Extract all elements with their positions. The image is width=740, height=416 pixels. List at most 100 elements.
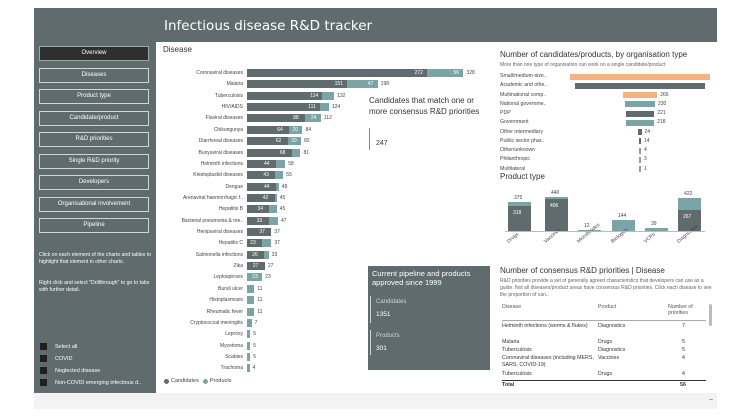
disease-bar-candidates[interactable] xyxy=(247,182,277,191)
org-type-label[interactable]: PDP xyxy=(500,110,511,116)
disease-bar-candidates[interactable] xyxy=(247,250,265,259)
filter-neglected-disease[interactable]: Neglected disease xyxy=(40,366,100,375)
org-type-label[interactable]: Other intermediary xyxy=(500,128,543,135)
nav-overview-button[interactable]: Overview xyxy=(39,46,149,61)
disease-bar-candidates[interactable] xyxy=(247,216,269,225)
table-cell-count[interactable]: 5 xyxy=(682,339,685,345)
disease-bar-products[interactable] xyxy=(346,80,378,89)
disease-bar-candidates[interactable] xyxy=(247,114,306,123)
product-type-bar-candidates[interactable] xyxy=(508,206,531,231)
legend-products[interactable]: Products xyxy=(209,378,232,384)
filter-checkbox[interactable] xyxy=(40,343,47,350)
org-type-label[interactable]: Multilateral xyxy=(500,165,526,172)
org-type-label[interactable]: Other/unknown xyxy=(500,147,536,153)
disease-label[interactable]: Cryptococcal meningitis xyxy=(190,319,243,326)
disease-bar-products[interactable] xyxy=(276,182,279,191)
disease-bar-candidates[interactable] xyxy=(247,159,277,168)
table-cell-product[interactable]: Vaccines xyxy=(598,355,620,361)
product-type-bar-products[interactable] xyxy=(508,201,531,207)
nav-developers-button[interactable]: Developers xyxy=(39,175,149,190)
table-cell-product[interactable]: Drugs xyxy=(598,339,613,345)
table-cell-disease[interactable]: Tuberculosis xyxy=(502,371,532,377)
disease-label[interactable]: HIV/AIDS xyxy=(221,104,243,111)
table-cell-count[interactable]: 5 xyxy=(682,347,685,353)
disease-bar-products[interactable] xyxy=(247,284,255,293)
disease-bar-candidates[interactable] xyxy=(247,239,263,248)
disease-bar-candidates[interactable] xyxy=(247,91,323,100)
disease-bar-products[interactable] xyxy=(289,125,303,134)
disease-bar-candidates[interactable] xyxy=(247,137,288,146)
disease-label[interactable]: Scabies xyxy=(225,354,243,360)
disease-bar-candidates[interactable] xyxy=(247,193,275,202)
org-type-bar[interactable] xyxy=(625,101,655,108)
disease-bar-products[interactable] xyxy=(291,148,301,157)
nav-candidate-product-button[interactable]: Candidate/product xyxy=(39,110,149,126)
org-type-bar[interactable] xyxy=(639,147,641,154)
disease-label[interactable]: Kinetoplastid diseases xyxy=(193,172,243,179)
table-header-count[interactable]: Number of priorities xyxy=(668,304,693,316)
table-scrollbar[interactable] xyxy=(709,304,712,326)
disease-label[interactable]: Leprosy xyxy=(225,331,243,338)
org-type-bar[interactable] xyxy=(622,92,658,98)
disease-bar-candidates[interactable] xyxy=(247,125,290,134)
disease-label[interactable]: Diarrhoeal diseases xyxy=(198,138,243,145)
disease-bar-products[interactable] xyxy=(247,296,255,305)
nav-diseases-button[interactable]: Diseases xyxy=(39,67,149,83)
nav-single-r-d-priority-button[interactable]: Single R&D priority xyxy=(39,153,149,169)
product-type-bar-candidates[interactable] xyxy=(545,199,568,231)
filter-checkbox[interactable] xyxy=(40,379,47,386)
filter-non-covid-emerging-infectious-d[interactable]: Non-COVID emerging infectious d.. xyxy=(40,378,141,387)
disease-label[interactable]: Flaviral diseases xyxy=(205,115,243,122)
disease-bar-products[interactable] xyxy=(276,159,286,168)
disease-label[interactable]: Hepatitis B xyxy=(218,206,243,213)
disease-bar-products[interactable] xyxy=(426,69,464,77)
disease-label[interactable]: Histoplasmosis xyxy=(209,297,243,304)
disease-label[interactable]: Dengue xyxy=(225,183,243,190)
disease-label[interactable]: Leptospirosis xyxy=(213,274,243,281)
org-type-label[interactable]: Government xyxy=(500,119,529,126)
org-type-bar[interactable] xyxy=(638,129,642,135)
filter-checkbox[interactable] xyxy=(40,355,47,362)
disease-label[interactable]: Salmonella infections xyxy=(195,251,243,258)
disease-bar-products[interactable] xyxy=(247,307,255,316)
org-type-label[interactable]: Multinational comp.. xyxy=(500,91,547,98)
disease-label[interactable]: Zika xyxy=(233,263,243,270)
product-type-bar-products[interactable] xyxy=(545,196,568,200)
org-type-label[interactable]: Small/medium-size.. xyxy=(500,73,547,79)
disease-bar-products[interactable] xyxy=(305,114,321,123)
org-type-bar[interactable] xyxy=(570,73,710,80)
org-type-bar[interactable] xyxy=(639,156,641,163)
disease-bar-candidates[interactable] xyxy=(247,80,347,89)
disease-label[interactable]: Rheumatic fever xyxy=(206,308,243,315)
nav-r-d-priorities-button[interactable]: R&D priorities xyxy=(39,132,149,147)
org-type-label[interactable]: National governme.. xyxy=(500,100,547,107)
disease-bar-products[interactable] xyxy=(287,137,302,146)
disease-bar-products[interactable] xyxy=(264,250,269,259)
disease-bar-products[interactable] xyxy=(247,273,263,282)
table-cell-disease[interactable]: Helminth infections (worms & flukes) xyxy=(502,323,588,329)
disease-bar-candidates[interactable] xyxy=(247,262,265,271)
disease-bar-candidates[interactable] xyxy=(247,103,321,112)
table-cell-disease[interactable]: Coronaviral diseases (including MERS, SA… xyxy=(502,355,594,368)
disease-bar-products[interactable] xyxy=(320,103,329,112)
disease-label[interactable]: Malaria xyxy=(226,81,243,88)
org-type-bar[interactable] xyxy=(625,110,655,117)
priorities-table[interactable]: Disease Product Number of priorities Hel… xyxy=(502,304,712,388)
product-type-bar-products[interactable] xyxy=(578,230,601,232)
pipeline-card[interactable]: Current pipeline and products approved s… xyxy=(368,266,490,370)
disease-bar-products[interactable] xyxy=(268,216,278,225)
org-type-label[interactable]: Public sector phar.. xyxy=(500,137,545,144)
disease-bar-products[interactable] xyxy=(247,353,251,361)
org-type-bar[interactable] xyxy=(625,119,655,126)
table-cell-disease[interactable]: Tuberculosis xyxy=(502,347,532,353)
disease-label[interactable]: Bacterial pneumonia & me.. xyxy=(181,217,243,224)
disease-bar-candidates[interactable] xyxy=(247,69,427,77)
disease-bar-candidates[interactable] xyxy=(247,205,270,214)
nav-organisational-involvement-button[interactable]: Organisational involvement xyxy=(39,196,149,212)
filter-select-all[interactable]: Select all xyxy=(40,342,77,351)
table-cell-count[interactable]: 4 xyxy=(682,355,685,361)
disease-label[interactable]: Buruli ulcer xyxy=(217,285,243,292)
table-cell-product[interactable]: Drugs xyxy=(598,371,613,377)
disease-label[interactable]: Arenaviral haemorrhagic f.. xyxy=(182,194,243,201)
org-type-bar[interactable] xyxy=(575,82,705,89)
